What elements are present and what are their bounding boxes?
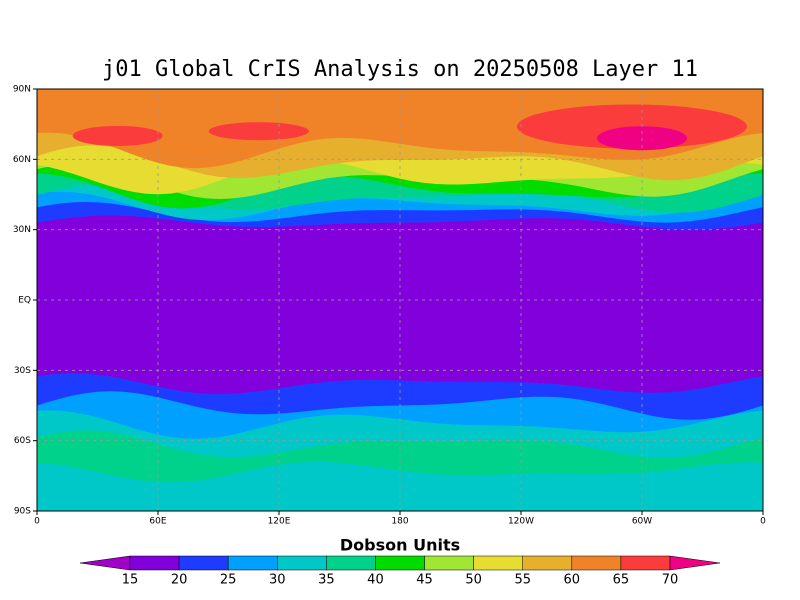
y-tick-label: 30S — [14, 366, 31, 376]
colorbar-tick-label: 25 — [220, 573, 237, 588]
colorbar-high — [669, 555, 721, 571]
field — [37, 89, 763, 511]
y-tick-label: 30N — [13, 225, 31, 235]
contour-fill — [208, 122, 309, 141]
x-tick-label: 60W — [632, 517, 652, 527]
x-tick-label: 0 — [760, 517, 766, 527]
y-tick-label: 60S — [14, 436, 31, 446]
x-tick-label: 120E — [268, 517, 291, 527]
contour-fill — [516, 104, 747, 149]
colorbar-segment — [473, 555, 523, 571]
colorbar-segment — [227, 555, 278, 571]
x-tick-label: 180 — [391, 517, 408, 527]
colorbar-segment — [277, 555, 327, 571]
colorbar-segment — [326, 555, 376, 571]
colorbar-tick-label: 20 — [171, 573, 188, 588]
colorbar-tick-label: 15 — [122, 573, 139, 588]
colorbar-tick-label: 65 — [613, 573, 630, 588]
colorbar-segment — [620, 555, 671, 571]
colorbar-tick-label: 70 — [662, 573, 679, 588]
y-tick-label: 60N — [13, 155, 31, 165]
colorbar-segment — [424, 555, 474, 571]
colorbar-tick-label: 55 — [514, 573, 531, 588]
colorbar-tick-label: 45 — [416, 573, 433, 588]
colorbar-tick-label: 40 — [367, 573, 384, 588]
y-tick-label: EQ — [18, 296, 31, 306]
title: j01 Global CrIS Analysis on 20250508 Lay… — [102, 57, 698, 82]
contour-fill — [37, 461, 763, 511]
colorbar-segment — [571, 555, 622, 571]
colorbar-segment — [129, 555, 180, 571]
colorbar-tick-label: 30 — [269, 573, 286, 588]
contour-fill — [72, 125, 163, 146]
colorbar-segment — [522, 555, 573, 571]
y-tick-label: 90S — [14, 507, 31, 517]
y-tick-label: 90N — [13, 85, 31, 95]
colorbar-tick-label: 50 — [465, 573, 482, 588]
colorbar-segment — [178, 555, 229, 571]
colorbar-segment — [375, 555, 425, 571]
plot-frame — [36, 88, 764, 512]
colorbar-tick-label: 35 — [318, 573, 335, 588]
x-tick-label: 120W — [508, 517, 534, 527]
colorbar-tick-label: 60 — [564, 573, 581, 588]
x-tick-label: 60E — [149, 517, 166, 527]
x-tick-label: 0 — [34, 517, 40, 527]
colorbar-label: Dobson Units — [340, 536, 460, 555]
colorbar-low — [79, 555, 131, 571]
